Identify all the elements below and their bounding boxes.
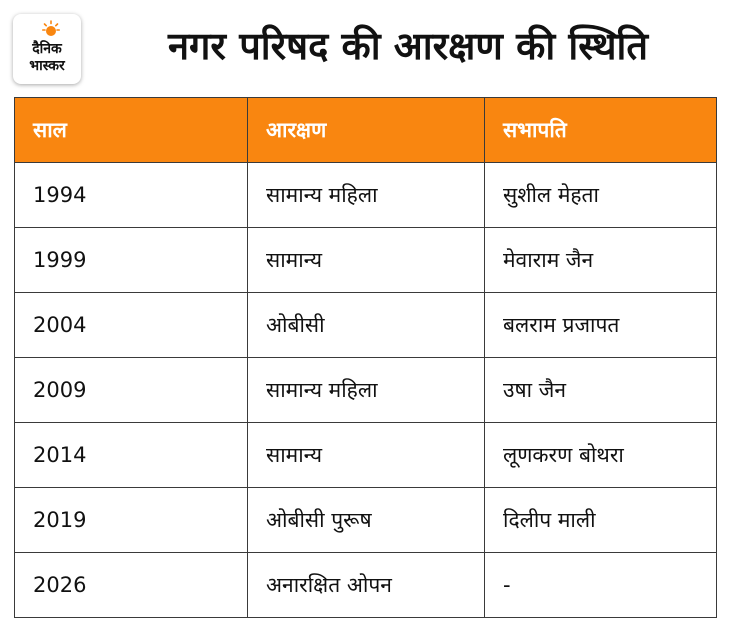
cell-year: 2004 <box>14 292 248 358</box>
cell-year: 2009 <box>14 357 248 423</box>
table-row: 2026 अनारक्षित ओपन - <box>14 552 717 618</box>
cell-reservation: सामान्य महिला <box>247 357 485 423</box>
cell-year: 2014 <box>14 422 248 488</box>
table-row: 2019 ओबीसी पुरूष दिलीप माली <box>14 487 717 553</box>
cell-reservation: अनारक्षित ओपन <box>247 552 485 618</box>
cell-reservation: सामान्य महिला <box>247 162 485 228</box>
cell-chairman: उषा जैन <box>484 357 717 423</box>
cell-year: 2019 <box>14 487 248 553</box>
reservation-table: साल आरक्षण सभापति 1994 सामान्य महिला सुश… <box>14 97 717 618</box>
cell-chairman: - <box>484 552 717 618</box>
cell-year: 2026 <box>14 552 248 618</box>
cell-chairman: मेवाराम जैन <box>484 227 717 293</box>
cell-year: 1994 <box>14 162 248 228</box>
cell-reservation: सामान्य <box>247 227 485 293</box>
table-row: 1994 सामान्य महिला सुशील मेहता <box>14 162 717 228</box>
table-row: 1999 सामान्य मेवाराम जैन <box>14 227 717 293</box>
table-row: 2014 सामान्य लूणकरण बोथरा <box>14 422 717 488</box>
logo-text-line1: दैनिक <box>32 41 62 57</box>
table-row: 2004 ओबीसी बलराम प्रजापत <box>14 292 717 358</box>
cell-reservation: ओबीसी <box>247 292 485 358</box>
cell-year: 1999 <box>14 227 248 293</box>
page-title: नगर परिषद की आरक्षण की स्थिति <box>167 24 649 68</box>
sun-icon <box>42 20 60 36</box>
table-header-row: साल आरक्षण सभापति <box>14 97 717 163</box>
dainik-bhaskar-logo: दैनिक भास्कर <box>13 14 81 84</box>
cell-chairman: बलराम प्रजापत <box>484 292 717 358</box>
column-header-reservation: आरक्षण <box>247 97 485 163</box>
header: दैनिक भास्कर नगर परिषद की आरक्षण की स्थि… <box>0 0 730 98</box>
cell-chairman: दिलीप माली <box>484 487 717 553</box>
cell-chairman: लूणकरण बोथरा <box>484 422 717 488</box>
column-header-year: साल <box>14 97 248 163</box>
table-row: 2009 सामान्य महिला उषा जैन <box>14 357 717 423</box>
cell-chairman: सुशील मेहता <box>484 162 717 228</box>
column-header-chairman: सभापति <box>484 97 717 163</box>
cell-reservation: सामान्य <box>247 422 485 488</box>
logo-text-line2: भास्कर <box>29 58 65 74</box>
cell-reservation: ओबीसी पुरूष <box>247 487 485 553</box>
